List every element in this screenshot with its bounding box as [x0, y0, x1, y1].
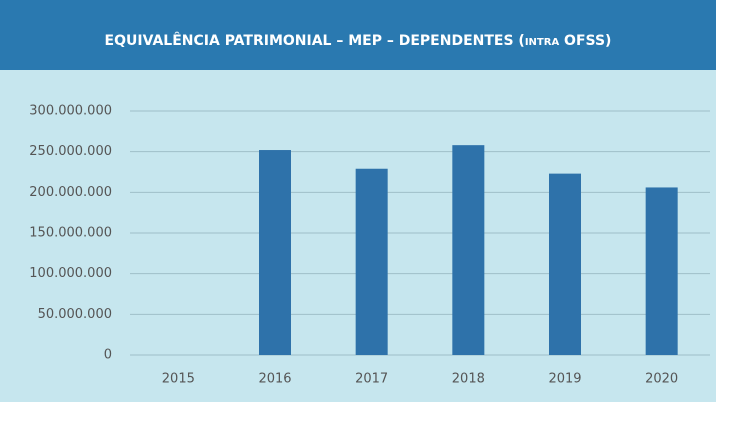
y-tick-label: 100.000.000	[29, 266, 112, 281]
y-tick-label: 150.000.000	[29, 226, 112, 241]
x-tick-label: 2017	[355, 372, 388, 387]
chart-title: EQUIVALÊNCIA PATRIMONIAL – MEP – DEPENDE…	[105, 32, 612, 49]
bar	[259, 150, 291, 355]
x-tick-label: 2018	[452, 372, 485, 387]
x-tick-label: 2016	[258, 372, 291, 387]
y-tick-label: 300.000.000	[29, 104, 112, 119]
bar	[549, 173, 581, 355]
bar	[452, 145, 485, 355]
y-tick-label: 0	[104, 348, 112, 363]
y-tick-label: 250.000.000	[29, 144, 112, 159]
x-tick-label: 2019	[548, 372, 581, 387]
bar	[355, 168, 388, 355]
title-banner	[0, 0, 716, 70]
x-tick-label: 2015	[162, 372, 195, 387]
bar	[645, 187, 678, 355]
y-tick-label: 50.000.000	[38, 307, 112, 322]
x-tick-label: 2020	[645, 372, 678, 387]
y-tick-label: 200.000.000	[29, 185, 112, 200]
